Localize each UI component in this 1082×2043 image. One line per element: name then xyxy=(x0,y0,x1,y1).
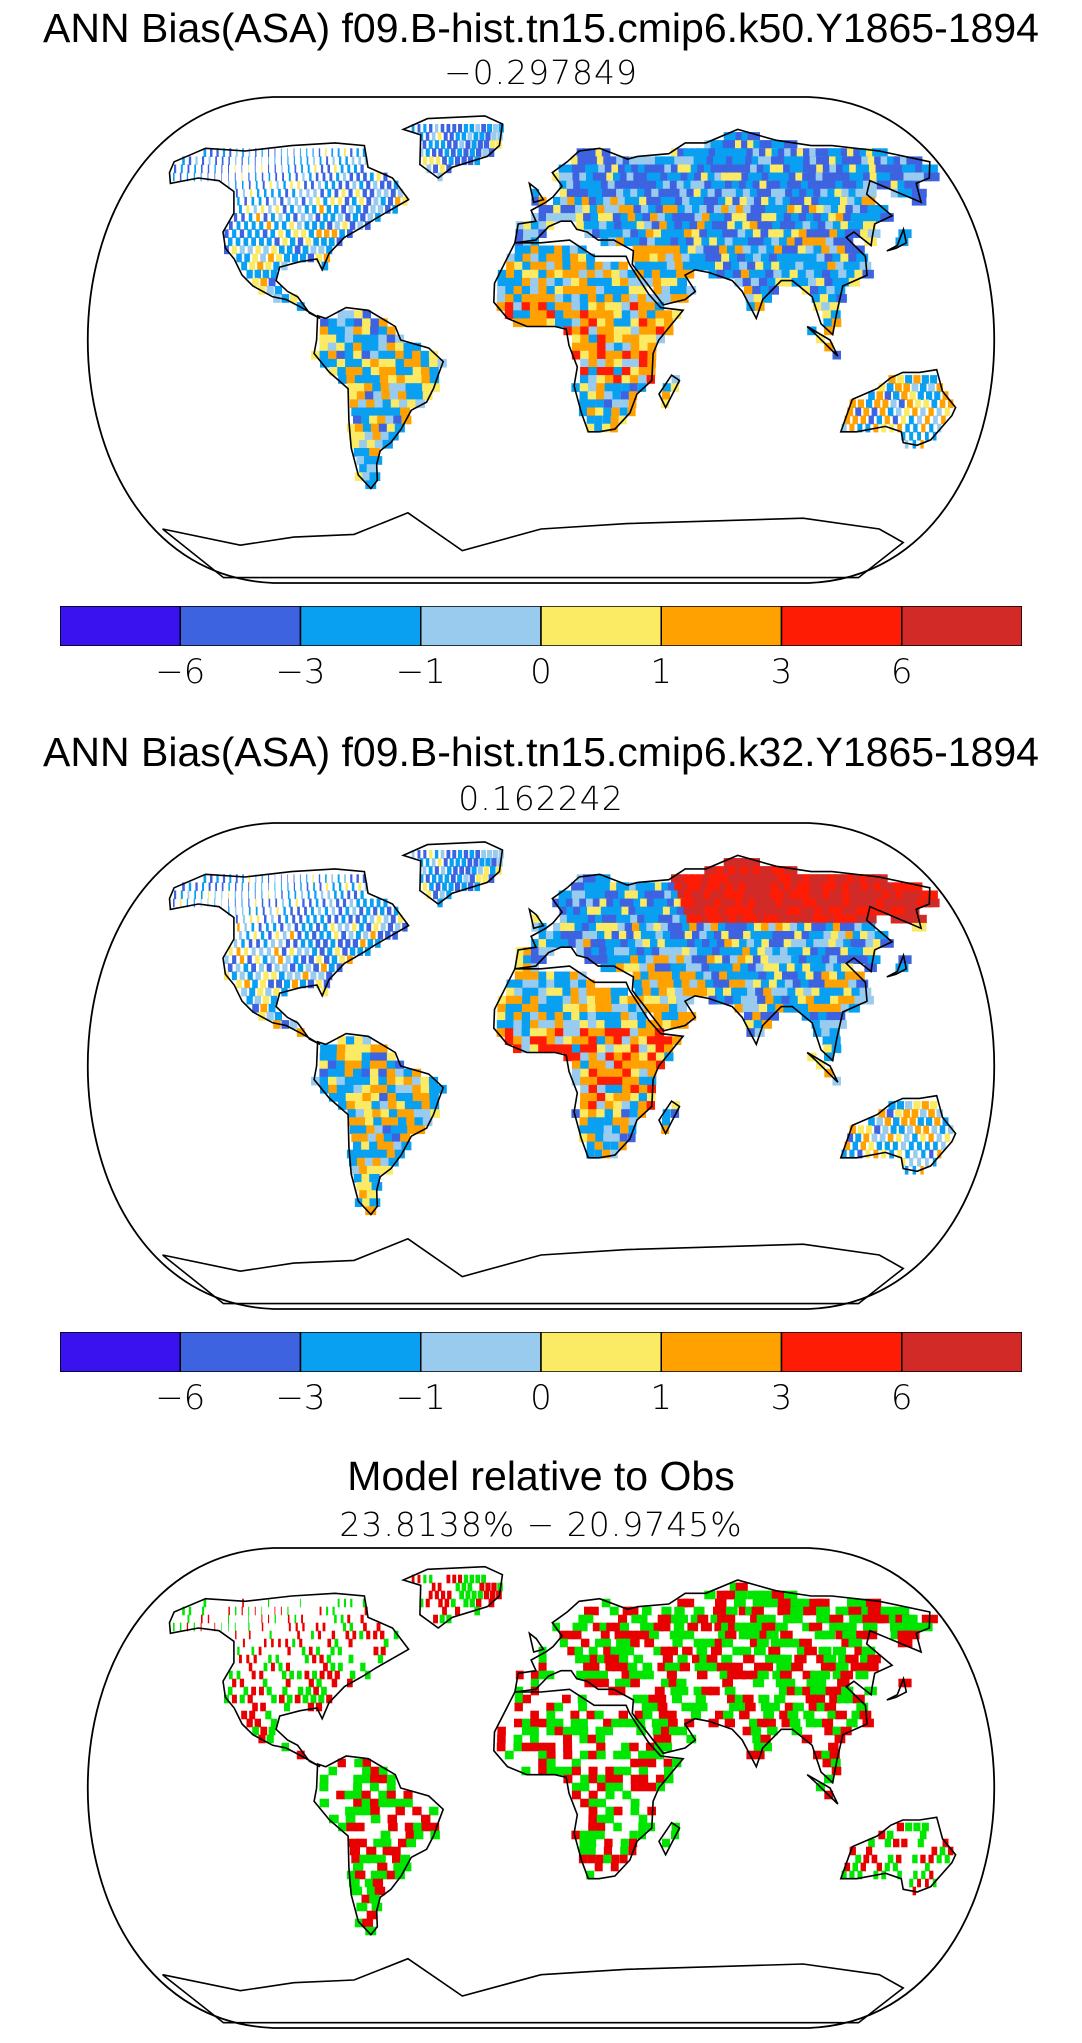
colorbar-segment xyxy=(660,1332,783,1372)
coastline xyxy=(162,1237,905,1305)
coastline xyxy=(528,181,545,204)
coastline xyxy=(513,1579,931,1785)
colorbar-tick-label: −1 xyxy=(395,1378,446,1418)
colorbar-tick-label: 0 xyxy=(530,652,552,692)
coastline xyxy=(492,1688,685,1880)
colorbar-tick-label: 0 xyxy=(530,1378,552,1418)
coastline xyxy=(528,907,545,930)
colorbar-tick-label: −3 xyxy=(275,652,326,692)
map-panel-3 xyxy=(87,1547,995,2029)
colorbar-tick-label: −6 xyxy=(155,652,206,692)
land-grid-cells xyxy=(173,850,954,1216)
coastline xyxy=(162,1957,905,2024)
panel-1-global-mean: −0.297849 xyxy=(443,53,639,92)
colorbar-segment xyxy=(420,606,542,646)
colorbar-tick-label: 1 xyxy=(650,1378,673,1418)
colorbar-tick-label: −3 xyxy=(275,1378,326,1418)
map-border xyxy=(86,96,996,584)
coastline xyxy=(313,1032,445,1216)
colorbar-segment xyxy=(179,606,302,646)
colorbar-segment xyxy=(299,1332,422,1372)
panel-3-title: Model relative to Obs xyxy=(347,1453,735,1499)
coastline xyxy=(839,368,957,447)
colorbar-2 xyxy=(60,1332,1022,1372)
colorbar-segment xyxy=(420,1332,542,1372)
coastline xyxy=(401,841,504,906)
colorbar-tick-label: 6 xyxy=(890,1378,913,1418)
coastline xyxy=(313,306,445,490)
map-panel-2 xyxy=(86,822,996,1310)
colorbar-segment xyxy=(299,606,422,646)
map-border xyxy=(87,1547,995,2029)
panel-1-title: ANN Bias(ASA) f09.B-hist.tn15.cmip6.k50.… xyxy=(43,5,1039,51)
coastline xyxy=(492,965,685,1159)
coastline xyxy=(162,511,905,579)
colorbar-1-tick-labels: −6 −3 −1 0 1 3 6 xyxy=(0,652,1082,694)
colorbar-segment xyxy=(780,1332,903,1372)
coastline xyxy=(806,325,839,357)
coastline xyxy=(528,1631,545,1653)
colorbar-segment xyxy=(901,1332,1022,1372)
map-border xyxy=(86,822,996,1310)
colorbar-segment xyxy=(179,1332,302,1372)
colorbar-1 xyxy=(60,606,1022,646)
colorbar-segment xyxy=(60,1332,181,1372)
coastline xyxy=(839,1816,957,1893)
colorbar-segment xyxy=(660,606,783,646)
panel-2-title: ANN Bias(ASA) f09.B-hist.tn15.cmip6.k32.… xyxy=(43,729,1039,775)
coastline xyxy=(886,1675,908,1701)
colorbar-tick-label: 3 xyxy=(770,1378,793,1418)
coastline xyxy=(168,1592,410,1768)
colorbar-segment xyxy=(780,606,903,646)
panel-3-percentages: 23.8138% − 20.9745% xyxy=(339,1505,743,1544)
coastline xyxy=(658,373,681,410)
map-panel-1 xyxy=(86,96,996,584)
colorbar-tick-label: 3 xyxy=(770,652,793,692)
colorbar-segment xyxy=(540,1332,662,1372)
land-grid-cells xyxy=(173,1574,954,1936)
coastline xyxy=(806,1774,839,1805)
colorbar-2-tick-labels: −6 −3 −1 0 1 3 6 xyxy=(0,1378,1082,1420)
coastline xyxy=(658,1821,681,1857)
colorbar-tick-label: 1 xyxy=(650,652,673,692)
coastline xyxy=(886,952,908,978)
coastline xyxy=(168,142,410,320)
colorbar-tick-label: −6 xyxy=(155,1378,206,1418)
colorbar-segment xyxy=(540,606,662,646)
colorbar-segment xyxy=(60,606,181,646)
coastline xyxy=(513,854,931,1063)
coastline xyxy=(492,239,685,433)
coastline xyxy=(401,1565,504,1629)
land-grid-cells xyxy=(173,124,954,490)
coastline xyxy=(401,115,504,180)
coastline xyxy=(513,128,931,337)
coastline xyxy=(886,226,908,252)
coastline xyxy=(806,1051,839,1083)
colorbar-tick-label: −1 xyxy=(395,652,446,692)
coastline xyxy=(658,1099,681,1136)
coastline xyxy=(313,1755,445,1936)
coastline xyxy=(168,868,410,1046)
panel-2-global-mean: 0.162242 xyxy=(458,779,624,818)
colorbar-segment xyxy=(901,606,1022,646)
coastline xyxy=(839,1094,957,1173)
colorbar-tick-label: 6 xyxy=(890,652,913,692)
